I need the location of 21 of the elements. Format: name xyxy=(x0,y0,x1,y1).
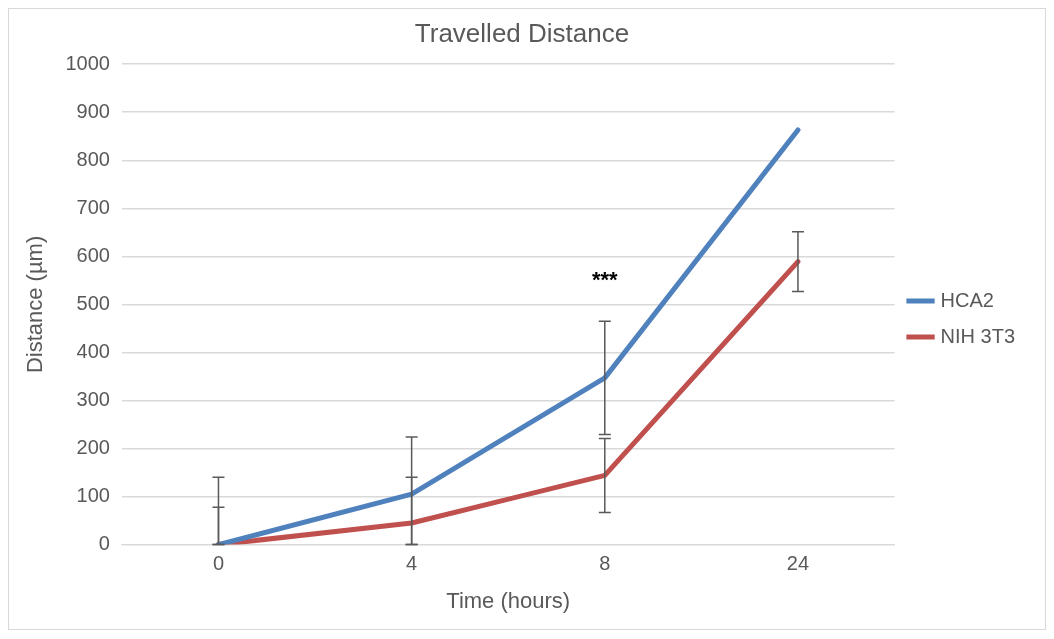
y-tick-label: 200 xyxy=(76,436,110,459)
y-tick-label: 500 xyxy=(76,291,110,314)
y-tick-label: 800 xyxy=(76,147,110,170)
legend-label: HCA2 xyxy=(940,288,994,311)
x-tick-label: 24 xyxy=(786,552,810,575)
x-tick-label: 0 xyxy=(212,552,225,575)
annotation: *** xyxy=(591,267,619,293)
y-tick-label: 300 xyxy=(76,388,110,410)
y-tick-label: 700 xyxy=(76,195,110,218)
chart-title: Travelled Distance xyxy=(414,17,630,48)
y-tick-label: 900 xyxy=(76,99,110,122)
x-tick-label: 4 xyxy=(406,552,418,575)
y-axis-title: Distance (µm) xyxy=(22,235,48,374)
y-tick-label: 600 xyxy=(76,243,110,266)
legend-label: NIH 3T3 xyxy=(940,324,1016,347)
y-tick-label: 400 xyxy=(76,339,110,362)
x-axis-title: Time (hours) xyxy=(446,587,571,613)
y-tick-label: 1000 xyxy=(65,51,110,74)
x-tick-label: 8 xyxy=(599,552,611,575)
y-tick-label: 100 xyxy=(76,484,110,507)
y-tick-label: 0 xyxy=(98,532,110,555)
